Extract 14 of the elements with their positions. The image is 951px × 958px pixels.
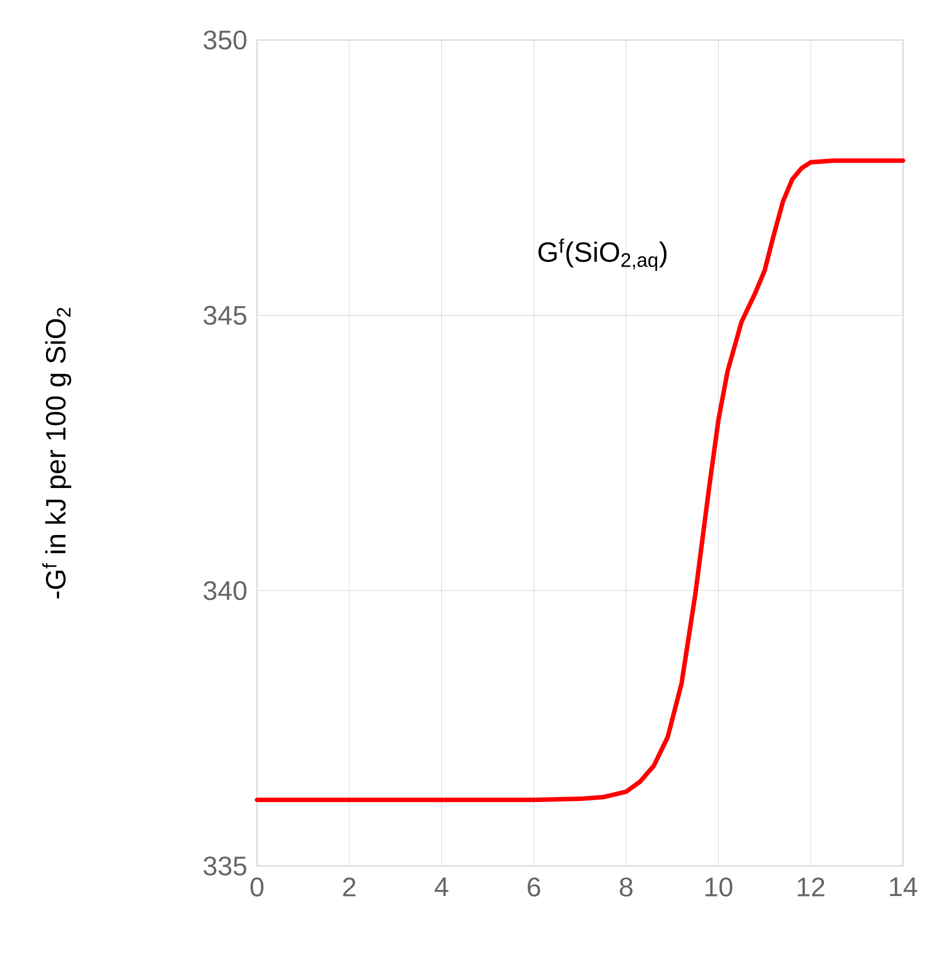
x-tick-label: 6 — [528, 878, 540, 897]
x-tick-label: 12 — [798, 878, 824, 896]
x-tick-label: 0 — [250, 878, 264, 897]
x-tick-label: 14 — [890, 878, 918, 896]
x-tick-label: 8 — [620, 878, 632, 897]
y-tick-label: 335 — [204, 856, 246, 876]
x-tick-label: 4 — [434, 878, 448, 896]
x-tick-label: 2 — [343, 878, 356, 896]
y-tick-label: 345 — [204, 306, 246, 325]
annotation: G$^{f}$(SiO$_{2,aq}$) — [538, 238, 666, 271]
y-axis-title: -G$^{f}$ in kJ per 100 g SiO$_{2}$ — [42, 308, 72, 598]
y-tick-label: 340 — [204, 581, 246, 600]
x-tick-label: 10 — [706, 878, 732, 897]
y-tick-label: 350 — [204, 30, 246, 50]
